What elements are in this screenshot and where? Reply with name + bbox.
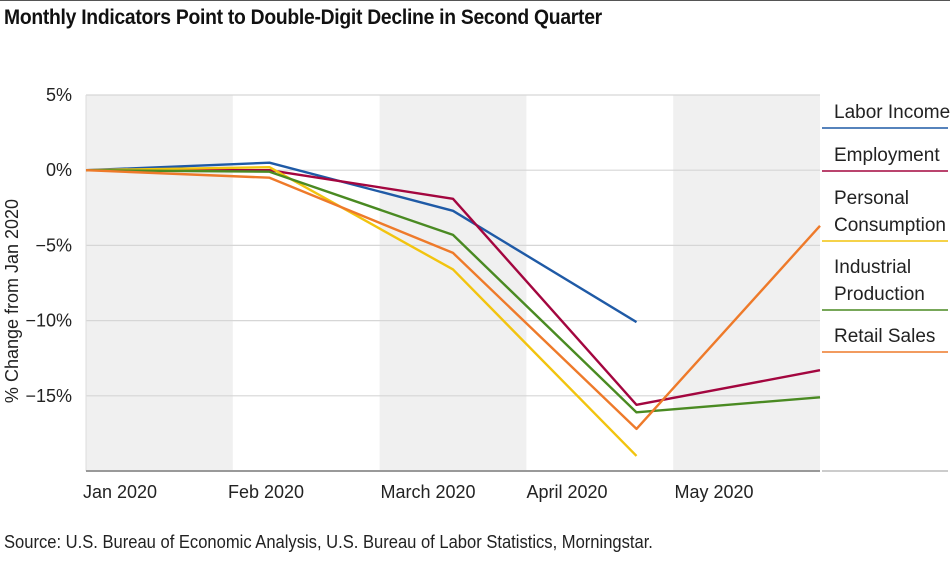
series-line-personal-consumption [85, 165, 638, 457]
legend-label: Consumption [834, 215, 946, 236]
y-tick-label: 5% [46, 85, 72, 105]
series-line-labor-income [85, 161, 638, 324]
y-tick-label: −15% [25, 386, 72, 406]
x-tick-label: April 2020 [526, 482, 607, 502]
y-tick-label: 0% [46, 160, 72, 180]
x-tick-label: March 2020 [380, 482, 475, 502]
legend-label: Industrial [834, 257, 911, 278]
x-tick-label: May 2020 [674, 482, 753, 502]
y-axis-label: % Change from Jan 2020 [2, 199, 22, 403]
legend-label: Retail Sales [834, 326, 935, 347]
chart-title: Monthly Indicators Point to Double-Digit… [4, 6, 602, 29]
shaded-band [673, 95, 820, 471]
top-rule [0, 0, 950, 1]
legend-label: Production [834, 284, 925, 305]
source-note: Source: U.S. Bureau of Economic Analysis… [4, 532, 653, 552]
legend-label: Personal [834, 188, 909, 209]
legend-label: Employment [834, 145, 940, 166]
y-tick-label: −10% [25, 311, 72, 331]
shaded-band [86, 95, 233, 471]
x-tick-label: Jan 2020 [83, 482, 157, 502]
y-tick-label: −5% [35, 235, 72, 255]
x-tick-label: Feb 2020 [228, 482, 304, 502]
legend-label: Labor Income [834, 102, 950, 123]
